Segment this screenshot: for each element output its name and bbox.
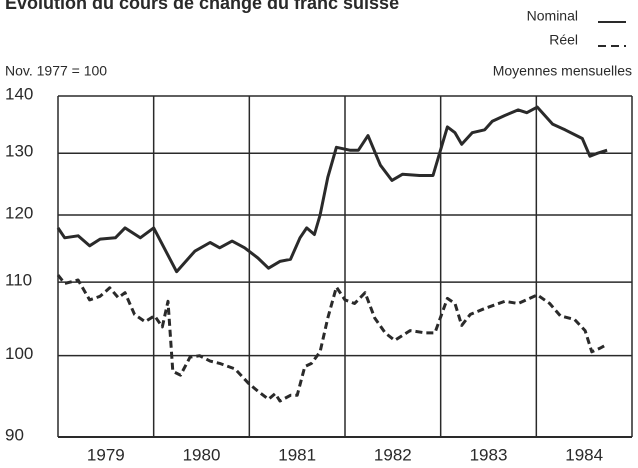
y-tick-label: 120 xyxy=(5,203,33,222)
y-tick-label: 90 xyxy=(5,425,24,444)
series-line xyxy=(56,105,608,274)
y-tick-label: 130 xyxy=(5,142,33,161)
legend-label: Nominal xyxy=(527,8,578,24)
x-tick-label: 1979 xyxy=(87,445,125,464)
series-line xyxy=(56,274,608,403)
subtitle: Nov. 1977 = 100 xyxy=(5,63,107,79)
x-tick-label: 1984 xyxy=(565,445,603,464)
y-tick-label: 140 xyxy=(5,84,33,103)
y-tick-label: 100 xyxy=(5,344,33,363)
y-tick-label: 110 xyxy=(5,271,32,290)
x-tick-label: 1983 xyxy=(470,445,508,464)
legend-label: Réel xyxy=(549,32,578,48)
annotation: Moyennes mensuelles xyxy=(493,63,632,79)
x-tick-label: 1981 xyxy=(278,445,316,464)
x-tick-label: 1982 xyxy=(374,445,412,464)
chart-title: Évolution du cours de change du franc su… xyxy=(5,0,399,13)
x-tick-label: 1980 xyxy=(183,445,221,464)
